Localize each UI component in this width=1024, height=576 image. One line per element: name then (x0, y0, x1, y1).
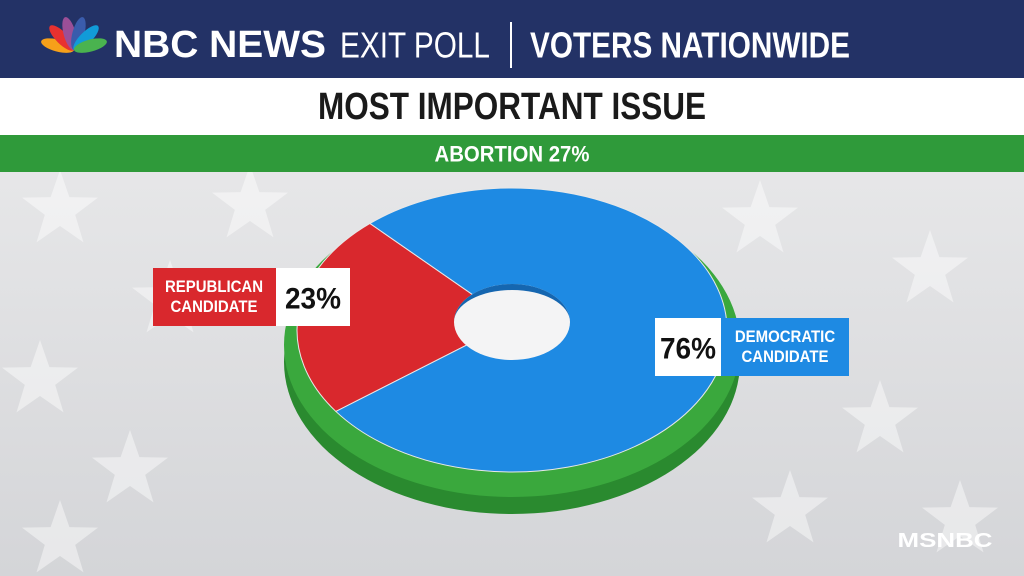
chart-subtitle: ABORTION 27% (435, 142, 590, 167)
scope: VOTERS NATIONWIDE (530, 25, 850, 66)
value-box-democratic (655, 318, 721, 376)
category-label: REPUBLICAN CANDIDATE (164, 277, 264, 316)
labels: REPUBLICAN CANDIDATE 23% DEMOCRATIC CANDID… (164, 277, 836, 366)
program: EXIT POLL (340, 25, 490, 66)
category-text: REPUBLICAN CANDIDATE (164, 277, 264, 316)
category-text: DEMOCRATIC CANDIDATE (734, 327, 836, 366)
category-label: DEMOCRATIC CANDIDATE (734, 327, 836, 366)
peacock-logo (41, 17, 107, 53)
label-box-republican (153, 268, 276, 326)
donut-hole (454, 284, 570, 360)
title-band (0, 78, 1024, 135)
brand: NBC NEWS (114, 24, 326, 66)
value-label: 76% (660, 333, 716, 366)
chart-title: MOST IMPORTANT ISSUE (318, 86, 706, 128)
value-box-republican (276, 268, 350, 326)
value-label: 23% (285, 283, 341, 316)
subtitle-band (0, 135, 1024, 172)
donut-hole-wall (454, 284, 570, 322)
label-box-democratic (721, 318, 849, 376)
watermark: MSNBC (898, 530, 993, 552)
